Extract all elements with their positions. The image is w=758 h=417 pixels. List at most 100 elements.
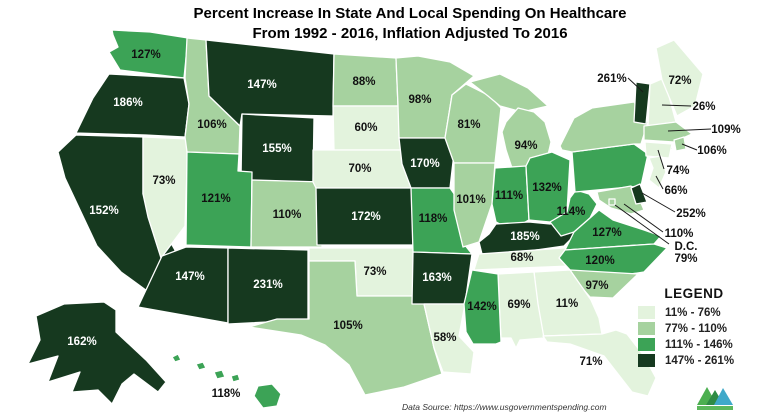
state-label-mississippi: 142%	[467, 301, 496, 313]
state-label-oklahoma: 73%	[363, 266, 386, 278]
callout-label-massachusetts: 109%	[711, 124, 740, 136]
state-label-arkansas: 163%	[422, 272, 451, 284]
callout-line-maryland	[623, 203, 664, 233]
state-hawaii-island-4	[230, 373, 241, 383]
state-label-missouri: 118%	[419, 213, 448, 225]
logo-mountain-right-icon	[714, 388, 733, 405]
callout-label-rhode-island: 106%	[697, 145, 726, 157]
state-label-michigan: 94%	[514, 140, 537, 152]
state-label-iowa: 170%	[410, 158, 439, 170]
state-label-kansas: 172%	[351, 211, 380, 223]
state-florida	[542, 329, 657, 397]
state-label-kentucky: 185%	[510, 231, 539, 243]
callout-label-connecticut: 74%	[666, 165, 689, 177]
state-label-montana: 147%	[247, 79, 276, 91]
legend-row-bin4: 147% - 261%	[638, 354, 750, 367]
legend-row-bin1: 11% - 76%	[638, 306, 750, 319]
state-vermont	[633, 81, 651, 125]
callout-label-new-jersey: 66%	[664, 185, 687, 197]
state-label-maine: 72%	[668, 75, 691, 87]
chart-title: Percent Increase In State And Local Spen…	[60, 4, 758, 43]
state-label-georgia: 11%	[556, 298, 578, 310]
state-label-minnesota: 98%	[408, 94, 431, 106]
state-alaska	[27, 301, 167, 405]
state-label-louisiana: 58%	[433, 332, 456, 344]
state-label-florida: 71%	[579, 356, 602, 368]
state-rhode-island	[673, 136, 687, 152]
state-delaware	[630, 183, 648, 205]
state-washington	[108, 29, 189, 79]
legend-swatch-bin4	[638, 354, 655, 367]
state-new-jersey	[648, 155, 667, 189]
state-hawaii-island-2	[195, 361, 207, 371]
state-hawaii-island-3	[213, 369, 226, 380]
state-label-alaska: 162%	[67, 336, 96, 348]
legend-swatch-bin1	[638, 306, 655, 319]
legend-label-bin4: 147% - 261%	[665, 354, 735, 367]
state-district-of-columbia	[608, 198, 616, 206]
callout-label-dc-name: D.C.	[675, 241, 698, 253]
callout-label-delaware: 252%	[676, 208, 705, 220]
state-ohio	[525, 151, 571, 223]
legend-label-bin3: 111% - 146%	[665, 338, 733, 351]
brand-logo	[697, 387, 733, 410]
legend-row-bin3: 111% - 146%	[638, 338, 750, 351]
callout-label-vermont: 261%	[597, 73, 626, 85]
legend-label-bin1: 11% - 76%	[665, 306, 721, 319]
logo-name-bar	[697, 406, 733, 410]
state-maine	[655, 39, 704, 117]
legend-swatch-bin2	[638, 322, 655, 335]
state-label-tennessee: 68%	[510, 252, 533, 264]
state-label-north-carolina: 120%	[585, 255, 614, 267]
chart-title-line1: Percent Increase In State And Local Spen…	[193, 5, 627, 22]
state-label-indiana: 111%	[495, 190, 523, 202]
state-hawaii-island-1	[171, 353, 182, 363]
state-label-nevada: 73%	[152, 175, 175, 187]
state-label-oregon: 186%	[113, 97, 142, 109]
state-label-virginia: 127%	[592, 227, 621, 239]
legend-row-bin2: 77% - 110%	[638, 322, 750, 335]
state-label-idaho: 106%	[197, 119, 226, 131]
state-label-california: 152%	[89, 205, 118, 217]
state-utah	[185, 151, 253, 248]
state-label-texas: 105%	[333, 320, 362, 332]
state-label-nebraska: 70%	[348, 163, 371, 175]
state-label-ohio: 132%	[532, 182, 561, 194]
state-hawaii-big-island	[253, 383, 282, 409]
state-label-alabama: 69%	[507, 299, 530, 311]
legend-label-bin2: 77% - 110%	[665, 322, 728, 335]
callout-line-vermont	[627, 77, 644, 93]
state-texas	[248, 260, 443, 396]
state-label-washington: 127%	[131, 49, 160, 61]
callout-line-rhode-island	[681, 143, 698, 151]
state-west-virginia	[549, 189, 598, 237]
callout-label-new-hampshire: 26%	[692, 101, 715, 113]
state-label-west-virginia: 114%	[557, 206, 586, 218]
callout-line-new-jersey	[655, 175, 664, 190]
legend-swatch-bin3	[638, 338, 655, 351]
state-label-south-dakota: 60%	[354, 122, 377, 134]
state-label-arizona: 147%	[175, 271, 204, 283]
state-label-utah: 121%	[201, 193, 230, 205]
callout-line-delaware	[641, 192, 676, 213]
chart-title-line2: From 1992 - 2016, Inflation Adjusted To …	[252, 24, 568, 42]
state-michigan-upper-peninsula	[469, 73, 549, 113]
state-label-north-dakota: 88%	[352, 76, 375, 88]
state-label-wyoming: 155%	[262, 143, 291, 155]
callout-line-new-hampshire	[661, 104, 692, 107]
state-wisconsin	[444, 83, 502, 164]
state-label-new-mexico: 231%	[253, 279, 282, 291]
legend: LEGEND 11% - 76% 77% - 110% 111% - 146% …	[638, 286, 750, 370]
callout-line-connecticut	[657, 149, 665, 170]
legend-title: LEGEND	[664, 286, 724, 301]
callout-line-massachusetts	[667, 128, 712, 132]
callout-line-dc	[614, 204, 670, 245]
state-label-colorado: 110%	[273, 209, 302, 221]
data-source-note: Data Source: https://www.usgovernmentspe…	[402, 402, 607, 412]
callout-label-maryland: 110%	[665, 228, 694, 240]
state-label-south-carolina: 97%	[585, 280, 608, 292]
state-label-hawaii: 118%	[212, 388, 241, 400]
state-colorado	[250, 179, 324, 248]
